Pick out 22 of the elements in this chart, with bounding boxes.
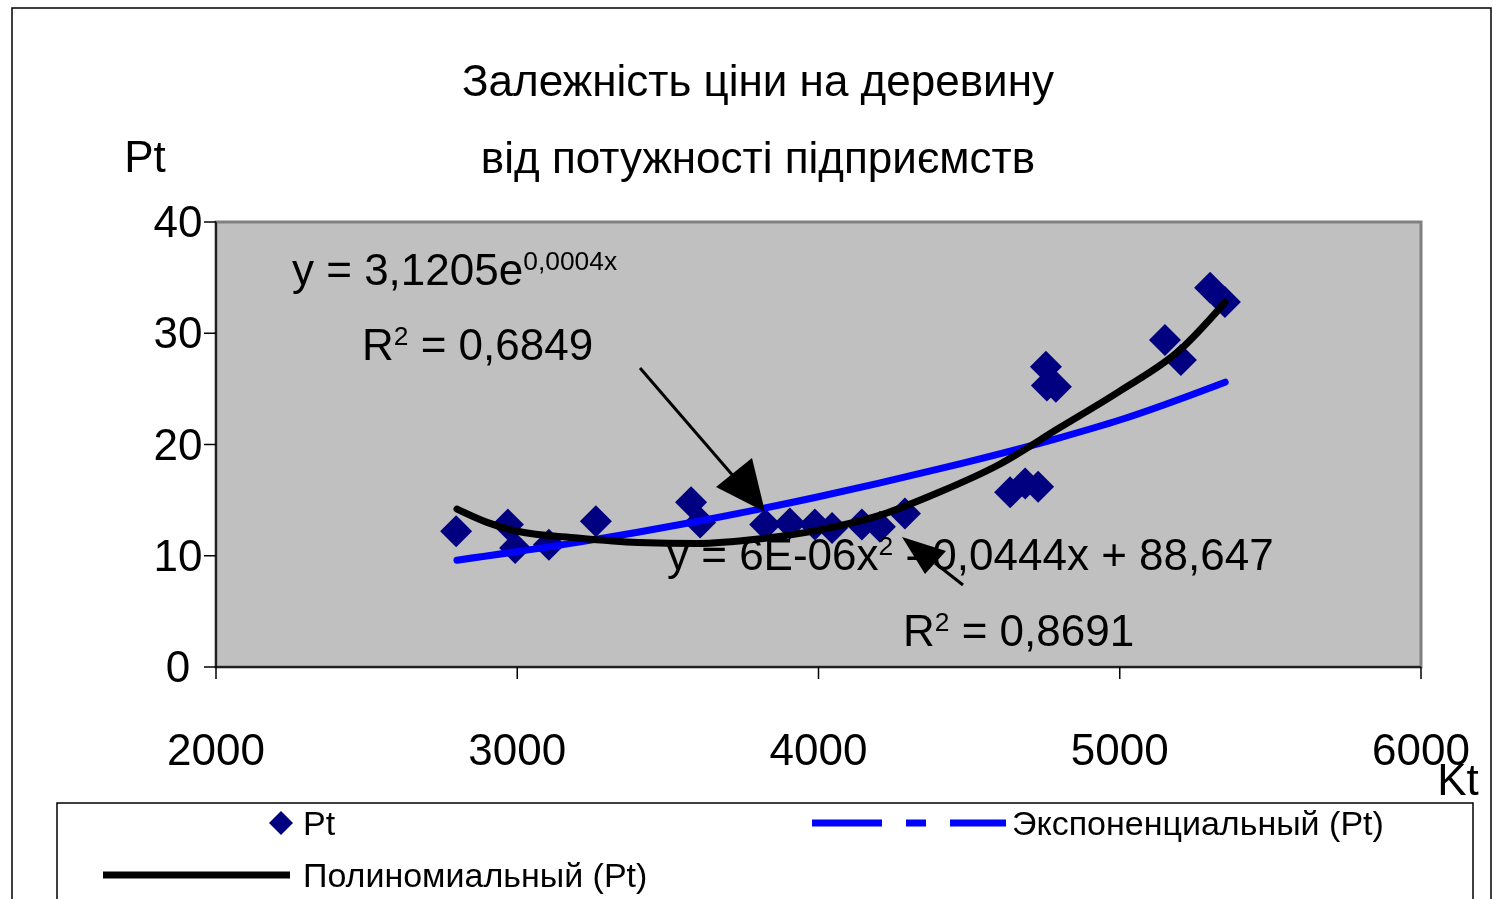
x-tick-label: 4000 [769,725,868,774]
x-tick-label: 3000 [468,725,567,774]
point [1194,271,1227,304]
x-tick-label: 5000 [1070,725,1169,774]
annotation: y = 3,1205e$^{0,0004x}$ [292,245,618,294]
point [440,515,473,548]
text: Полиномиальный (Pt) [303,856,648,894]
legend-label: Pt [303,804,336,842]
y-tick-label: 10 [153,530,203,580]
y-tick-label: 30 [153,308,203,358]
point [579,505,612,538]
y-tick-label: 40 [153,197,203,246]
x-tick-label: 2000 [167,725,265,774]
point [1148,323,1181,356]
annotation: R$^{2}$ = 0,8691 [903,606,1135,655]
y-tick-label: 20 [153,419,203,469]
legend-label: Экспоненциальный (Pt) [1012,804,1384,842]
chart-title: Залежність ціни на деревину від потужності підприємств [462,56,1054,182]
y-axis-title: Pt [124,132,166,181]
y-tick-label: 0 [165,642,191,691]
annotation: R$^{2}$ = 0,6849 [362,320,594,369]
point [675,486,708,519]
